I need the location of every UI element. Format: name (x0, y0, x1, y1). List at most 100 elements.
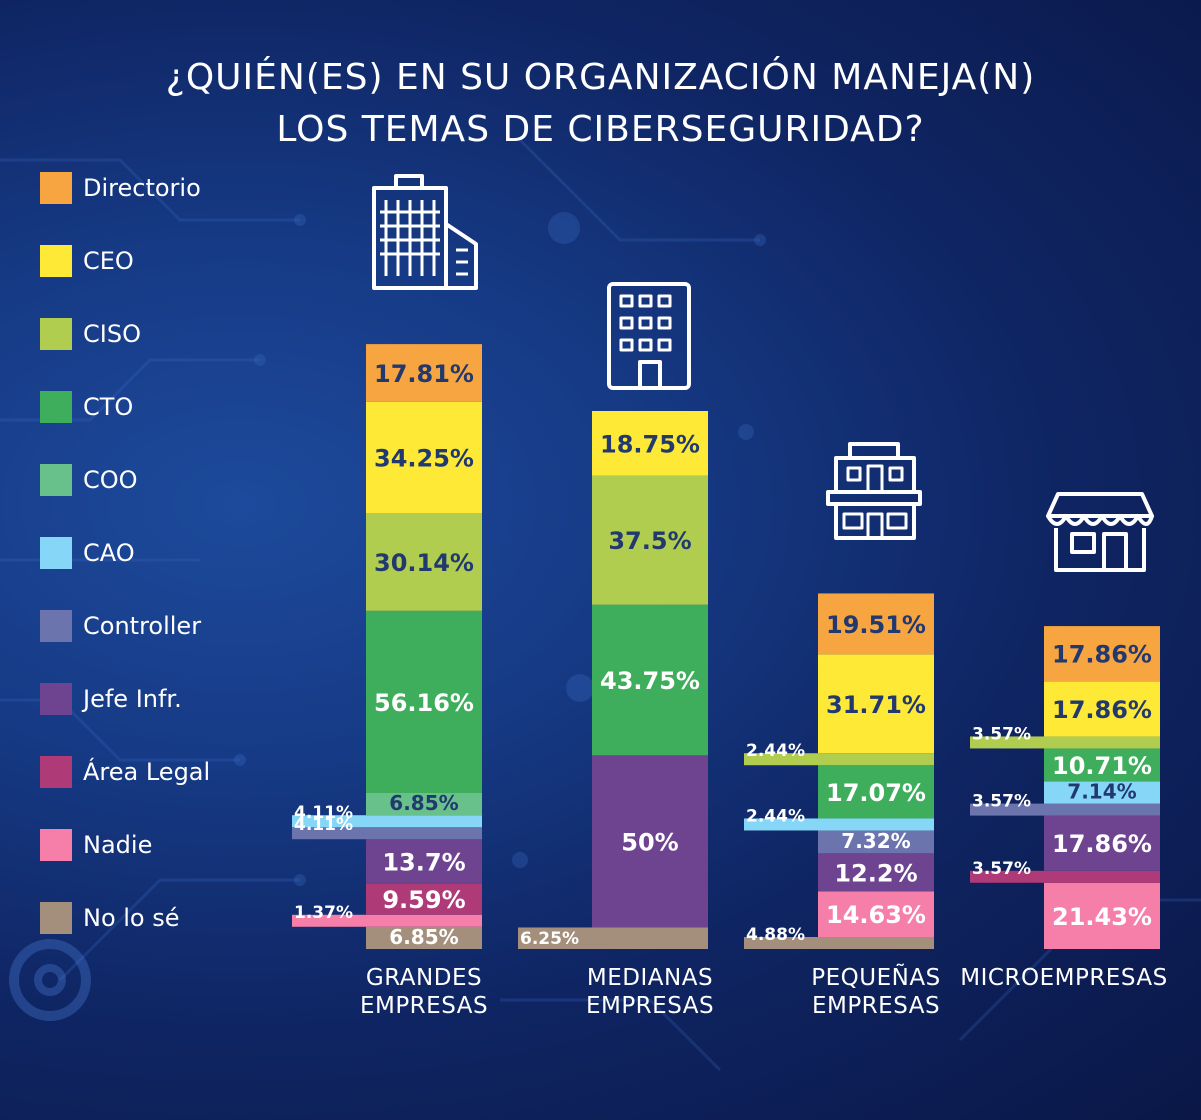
legend-swatch (40, 172, 72, 204)
data-label: 1.37% (294, 903, 353, 923)
legend-item: No lo sé (40, 902, 280, 934)
data-label: 3.57% (972, 792, 1031, 812)
legend-label: CTO (83, 393, 134, 421)
data-label: 17.86% (1052, 641, 1152, 669)
legend-swatch (40, 391, 72, 423)
legend-swatch (40, 464, 72, 496)
category-label: MICROEMPRESAS (960, 965, 1168, 991)
bar-segment (744, 818, 934, 831)
legend-swatch (40, 537, 72, 569)
data-label: 56.16% (374, 689, 474, 717)
bar-segment (366, 839, 482, 884)
legend-label: CEO (83, 247, 134, 275)
data-label: 6.85% (389, 925, 458, 949)
chart-title-line-1: ¿QUIÉN(ES) EN SU ORGANIZACIÓN MANEJA(N) (165, 57, 1036, 98)
data-label: 3.57% (972, 859, 1031, 879)
data-label: 9.59% (382, 886, 465, 914)
data-label: 14.63% (826, 901, 926, 929)
bar-segment (818, 853, 934, 892)
data-label: 10.71% (1052, 752, 1152, 780)
bar-segment (818, 654, 934, 754)
office-building-icon (607, 282, 691, 390)
bar-segment (818, 765, 934, 819)
bar-segment (744, 937, 934, 949)
legend-item: Directorio (40, 172, 280, 204)
legend-item: Jefe Infr. (40, 683, 280, 715)
legend-label: Directorio (83, 174, 201, 202)
bar-segment (366, 513, 482, 611)
bar-segment (592, 411, 708, 476)
bar-segment (818, 891, 934, 937)
data-label: 4.11% (294, 815, 353, 835)
data-label: 17.86% (1052, 696, 1152, 724)
legend-swatch (40, 610, 72, 642)
data-label: 19.51% (826, 611, 926, 639)
bar-segment (592, 755, 708, 928)
bar-segment (1044, 681, 1160, 737)
data-label: 3.57% (972, 724, 1031, 744)
legend-label: No lo sé (83, 904, 180, 932)
chart-title-line-2: LOS TEMAS DE CIBERSEGURIDAD? (276, 109, 925, 150)
bar-segment (292, 815, 482, 828)
category-icons (372, 174, 1154, 572)
legend-label: Nadie (83, 831, 153, 859)
bar-segment (592, 475, 708, 605)
bar-segment (366, 926, 482, 949)
bar-segment (366, 792, 482, 816)
category-label: PEQUEÑAS EMPRESAS (811, 965, 941, 1019)
legend-label: COO (83, 466, 138, 494)
legend-item: CISO (40, 318, 280, 350)
data-label: 13.7% (382, 848, 465, 876)
bar-segment (366, 883, 482, 915)
legend-swatch (40, 245, 72, 277)
legend-item: CAO (40, 537, 280, 569)
legend-item: CEO (40, 245, 280, 277)
legend-label: Jefe Infr. (83, 685, 182, 713)
legend-swatch (40, 902, 72, 934)
data-label: 2.44% (746, 741, 805, 761)
data-label: 30.14% (374, 549, 474, 577)
chart-title: ¿QUIÉN(ES) EN SU ORGANIZACIÓN MANEJA(N) … (0, 52, 1201, 156)
bar-segment (592, 604, 708, 756)
data-label: 34.25% (374, 444, 474, 472)
data-label: 7.14% (1067, 780, 1136, 804)
bar-segment (292, 914, 482, 927)
bar-segment (970, 736, 1160, 749)
legend-label: Área Legal (83, 758, 211, 786)
legend-item: COO (40, 464, 280, 496)
legend-label: CISO (83, 320, 141, 348)
bar-segment (366, 610, 482, 793)
legend-item: Nadie (40, 829, 280, 861)
data-label: 31.71% (826, 691, 926, 719)
bar-segment (970, 803, 1160, 816)
data-label: 12.2% (834, 859, 917, 887)
data-label: 17.07% (826, 779, 926, 807)
data-label: 17.81% (374, 360, 474, 388)
bar-segment (970, 870, 1160, 883)
legend-label: CAO (83, 539, 135, 567)
bar-segment (292, 827, 482, 840)
bar-segment (1044, 626, 1160, 682)
data-label: 18.75% (600, 430, 700, 458)
data-label: 7.32% (841, 829, 910, 853)
data-label: 50% (621, 828, 678, 856)
data-label: 2.44% (746, 806, 805, 826)
legend-swatch (40, 683, 72, 715)
bar-segment (1044, 882, 1160, 949)
category-label: MEDIANAS EMPRESAS (585, 965, 715, 1019)
data-label: 21.43% (1052, 903, 1152, 931)
bar-segment (1044, 781, 1160, 804)
legend-swatch (40, 829, 72, 861)
bar-segment (1044, 748, 1160, 782)
legend-item: Controller (40, 610, 280, 642)
legend-swatch (40, 318, 72, 350)
data-label: 6.85% (389, 791, 458, 815)
data-label: 4.88% (746, 925, 805, 945)
data-label: 17.86% (1052, 830, 1152, 858)
storefront-icon (1046, 492, 1154, 572)
data-label: 37.5% (608, 527, 691, 555)
bar-segment (744, 753, 934, 766)
legend-item: Área Legal (40, 756, 280, 788)
